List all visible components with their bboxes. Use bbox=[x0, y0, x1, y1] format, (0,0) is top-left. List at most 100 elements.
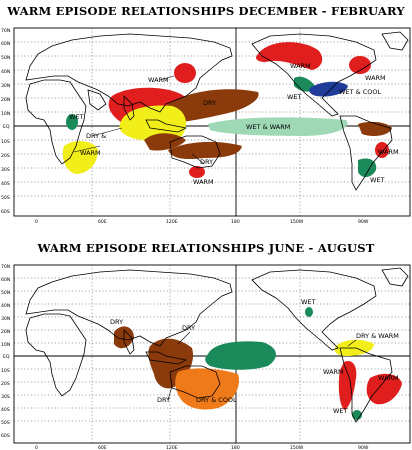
lat-tick-label: 40S bbox=[1, 181, 10, 187]
lat-tick-label: 20N bbox=[1, 97, 10, 103]
label-wet-south-america: WET bbox=[370, 176, 385, 184]
region-warm-australia bbox=[189, 166, 205, 178]
label-wet-us: WET bbox=[287, 93, 302, 101]
label-wet-east-africa: WET bbox=[69, 113, 84, 121]
lat-tick-label: 10N bbox=[1, 111, 10, 117]
region-warm-argentina bbox=[366, 373, 402, 405]
lat-tick-label: EQ bbox=[3, 124, 10, 130]
region-wet-south-america bbox=[358, 158, 377, 178]
region-dry-brazil bbox=[358, 121, 392, 136]
map-title-jun-aug: WARM EPISODE RELATIONSHIPS JUNE - AUGUST bbox=[37, 241, 375, 255]
lat-tick-label: 10N bbox=[1, 342, 10, 348]
label-wet-warm-pacific: WET & WARM bbox=[246, 123, 290, 131]
map-frame bbox=[13, 27, 411, 217]
label-wet-cool-gulf: WET & COOL bbox=[339, 88, 381, 96]
region-dry-pacific bbox=[166, 89, 259, 122]
land-greenland bbox=[381, 31, 409, 51]
region-wet-warm-pacific bbox=[208, 117, 348, 136]
lat-tick-label: 20S bbox=[1, 153, 10, 159]
region-dry-australia-band bbox=[168, 141, 242, 160]
land-africa bbox=[25, 79, 87, 165]
region-warm-nw-america bbox=[256, 42, 323, 70]
label-warm-argentina: WARM bbox=[378, 374, 399, 382]
lat-tick-label: 70N bbox=[1, 264, 10, 270]
region-wet-nw-america bbox=[305, 307, 313, 317]
lat-tick-label: 20N bbox=[1, 329, 10, 335]
region-wet-east-africa bbox=[66, 114, 78, 130]
map-frame bbox=[13, 264, 411, 444]
lat-tick-label: 30S bbox=[1, 394, 10, 400]
leader-arrows bbox=[167, 331, 357, 401]
label-warm-ne-america: WARM bbox=[365, 74, 386, 82]
map-title-dec-feb: WARM EPISODE RELATIONSHIPS DECEMBER - FE… bbox=[7, 4, 405, 18]
label-dry-indonesia: DRY bbox=[157, 396, 170, 404]
label-dry-asia: DRY bbox=[182, 324, 195, 332]
lon-tick-label: 150W bbox=[290, 219, 304, 224]
label-dry-cool-australia: DRY & COOL bbox=[196, 396, 237, 404]
lon-tick-label: 180 bbox=[231, 445, 240, 450]
lon-tick-label: 180 bbox=[231, 219, 240, 224]
label-warm-south-america: WARM bbox=[323, 368, 344, 376]
lat-tick-label: 60N bbox=[1, 41, 10, 47]
region-dry-cool-australia bbox=[175, 368, 240, 410]
label-warm-nw-america: WARM bbox=[290, 62, 311, 70]
lat-tick-label: EQ bbox=[3, 354, 10, 360]
lon-tick-label: 90W bbox=[358, 445, 369, 450]
label-warm-south-america: WARM bbox=[378, 148, 399, 156]
continent-outlines bbox=[25, 267, 409, 423]
lon-tick-label: 90W bbox=[358, 219, 369, 224]
map-dec-feb: 70N 60N 50N 40N 30N 20N 10N EQ 10S 20S 3… bbox=[1, 27, 411, 224]
lat-tick-label: 70N bbox=[1, 28, 10, 34]
lat-tick-label: 50N bbox=[1, 290, 10, 296]
anomaly-regions bbox=[62, 42, 392, 178]
lat-tick-label: 40S bbox=[1, 407, 10, 413]
region-warm-ne-america bbox=[349, 56, 371, 74]
latitude-labels: 70N 60N 50N 40N 30N 20N 10N EQ 10S 20S 3… bbox=[1, 28, 10, 215]
lat-tick-label: 50N bbox=[1, 55, 10, 61]
region-wet-pacific bbox=[205, 341, 276, 370]
lon-tick-label: 120E bbox=[166, 445, 178, 450]
lon-tick-label: 120E bbox=[166, 219, 178, 224]
lon-tick-label: 60E bbox=[98, 445, 107, 450]
lat-tick-label: 60S bbox=[1, 209, 10, 215]
region-labels: WET DRY DRY DRY & WARM WARM WARM DRY DRY… bbox=[110, 298, 399, 415]
lat-tick-label: 50S bbox=[1, 420, 10, 426]
continent-outlines bbox=[25, 31, 409, 191]
label-dry-pacific: DRY bbox=[203, 99, 216, 107]
lat-tick-label: 10S bbox=[1, 139, 10, 145]
lat-tick-label: 40N bbox=[1, 303, 10, 309]
land-africa bbox=[25, 313, 87, 397]
land-greenland bbox=[381, 267, 409, 287]
map-jun-aug: 70N 60N 50N 40N 30N 20N 10N EQ 10S 20S 3… bbox=[1, 264, 411, 450]
label-dry-india: DRY bbox=[110, 318, 123, 326]
land-eurasia bbox=[25, 269, 233, 347]
lat-tick-label: 30S bbox=[1, 167, 10, 173]
lat-tick-label: 30N bbox=[1, 316, 10, 322]
region-dry-warm-indonesia bbox=[119, 105, 187, 141]
label-warm-australia: WARM bbox=[193, 178, 214, 186]
region-dry-australia-west bbox=[144, 133, 186, 151]
land-south-america bbox=[339, 115, 393, 191]
label-dry-warm-caribbean: DRY & WARM bbox=[356, 332, 399, 340]
lon-tick-label: 150W bbox=[290, 445, 304, 450]
lat-tick-label: 40N bbox=[1, 69, 10, 75]
longitude-labels: 0 60E 120E 180 150W 90W bbox=[35, 445, 369, 450]
lat-tick-label: 20S bbox=[1, 381, 10, 387]
latitude-labels: 70N 60N 50N 40N 30N 20N 10N EQ 10S 20S 3… bbox=[1, 264, 10, 439]
land-australia bbox=[169, 135, 221, 169]
region-dry-warm-africa bbox=[62, 141, 98, 174]
lat-tick-label: 10S bbox=[1, 368, 10, 374]
lon-tick-label: 0 bbox=[35, 219, 38, 224]
lat-tick-label: 30N bbox=[1, 83, 10, 89]
land-indonesia bbox=[145, 351, 188, 365]
region-wet-chile bbox=[352, 410, 362, 420]
land-south-america bbox=[339, 347, 393, 423]
label-dry-australia: DRY bbox=[200, 158, 213, 166]
region-warm-asia bbox=[174, 63, 196, 83]
longitude-labels: 0 60E 120E 180 150W 90W bbox=[35, 219, 369, 224]
land-eurasia bbox=[25, 33, 233, 113]
region-labels: WARM WARM WARM WET WET & COOL DRY WET DR… bbox=[69, 62, 399, 186]
land-india bbox=[123, 329, 135, 355]
label-dry-warm-africa-2: WARM bbox=[80, 149, 101, 157]
land-north-america bbox=[251, 33, 377, 117]
